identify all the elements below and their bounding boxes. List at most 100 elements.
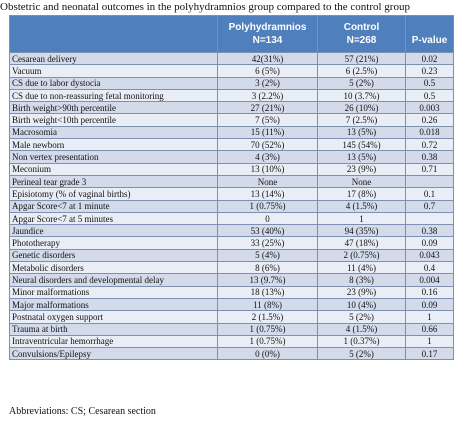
table-row: Genetic disorders 5 (4%) 2 (0.75%) 0.043 bbox=[9, 248, 454, 263]
cell-polyhydramnios: 1 (0.75%) bbox=[217, 334, 318, 349]
cell-pvalue: 0.5 bbox=[405, 88, 454, 103]
cell-control: 47 (18%) bbox=[317, 236, 406, 250]
cell-control: 13 (5%) bbox=[317, 125, 406, 140]
table-row: Phototherapy 33 (25%) 47 (18%) 0.09 bbox=[9, 236, 454, 250]
table-row: Perineal tear grade 3 None None bbox=[9, 174, 454, 189]
cell-pvalue: 0.17 bbox=[405, 347, 454, 361]
table-row: Cesarean delivery 42(31%) 57 (21%) 0.02 bbox=[9, 51, 454, 66]
table-row: Non vertex presentation 4 (3%) 13 (5%) 0.38 bbox=[9, 150, 454, 164]
table-row: Minor malformations 18 (13%) 23 (9%) 0.16 bbox=[9, 285, 454, 299]
cell-control: 57 (21%) bbox=[317, 51, 406, 66]
cell-pvalue bbox=[405, 174, 454, 189]
cell-pvalue: 0.5 bbox=[405, 76, 454, 90]
cell-outcome: Jaundice bbox=[9, 224, 218, 238]
table-row: Trauma at birth 1 (0.75%) 4 (1.5%) 0.66 bbox=[9, 322, 454, 336]
cell-control: None bbox=[317, 174, 406, 189]
table-row: Jaundice 53 (40%) 94 (35%) 0.38 bbox=[9, 224, 454, 238]
cell-control: 4 (1.5%) bbox=[317, 322, 406, 336]
cell-polyhydramnios: 0 bbox=[217, 211, 318, 226]
cell-control: 8 (3%) bbox=[317, 273, 406, 287]
cell-pvalue: 0.71 bbox=[405, 162, 454, 176]
table-row: Postnatal oxygen support 2 (1.5%) 5 (2%) 1 bbox=[9, 310, 454, 324]
header-pvalue: P-value bbox=[405, 15, 454, 53]
cell-polyhydramnios: 6 (5%) bbox=[217, 64, 318, 78]
cell-control: 1 (0.37%) bbox=[317, 334, 406, 349]
cell-pvalue: 0.4 bbox=[405, 261, 454, 275]
cell-polyhydramnios: 33 (25%) bbox=[217, 236, 318, 250]
cell-outcome: Birth weight<10th percentile bbox=[9, 113, 218, 127]
cell-outcome: Apgar Score<7 at 5 minutes bbox=[9, 211, 218, 226]
table-body: Cesarean delivery 42(31%) 57 (21%) 0.02 Vacu… bbox=[9, 51, 454, 361]
cell-control: 4 (1.5%) bbox=[317, 199, 406, 213]
cell-outcome: Genetic disorders bbox=[9, 248, 218, 263]
cell-polyhydramnios: 11 (8%) bbox=[217, 297, 318, 312]
header-polyhydramnios: Polyhydramnios N=134 bbox=[217, 15, 318, 53]
table-row: Episiotomy (% of vaginal births) 13 (14%)… bbox=[9, 187, 454, 201]
header-outcome bbox=[9, 15, 218, 53]
cell-pvalue: 0.66 bbox=[405, 322, 454, 336]
cell-control: 94 (35%) bbox=[317, 224, 406, 238]
cell-pvalue: 1 bbox=[405, 334, 454, 349]
cell-pvalue: 0.38 bbox=[405, 224, 454, 238]
cell-control: 145 (54%) bbox=[317, 138, 406, 152]
table-row: Metabolic disorders 8 (6%) 11 (4%) 0.4 bbox=[9, 261, 454, 275]
cell-pvalue: 0.004 bbox=[405, 273, 454, 287]
cell-pvalue: 0.38 bbox=[405, 150, 454, 164]
cell-pvalue: 0.26 bbox=[405, 113, 454, 127]
table-header-row: Polyhydramnios N=134 Control N=268 P-val… bbox=[9, 15, 454, 53]
table-row: Vacuum 6 (5%) 6 (2.5%) 0.23 bbox=[9, 64, 454, 78]
cell-pvalue: 0.09 bbox=[405, 297, 454, 312]
cell-polyhydramnios: 27 (21%) bbox=[217, 101, 318, 115]
cell-polyhydramnios: 42(31%) bbox=[217, 51, 318, 66]
cell-polyhydramnios: 13 (14%) bbox=[217, 187, 318, 201]
cell-control: 5 (2%) bbox=[317, 310, 406, 324]
table-row: Major malformations 11 (8%) 10 (4%) 0.09 bbox=[9, 297, 454, 312]
cell-outcome: Convulsions/Epilepsy bbox=[9, 347, 218, 361]
cell-pvalue: 0.23 bbox=[405, 64, 454, 78]
cell-outcome: Vacuum bbox=[9, 64, 218, 78]
cell-pvalue: 0.09 bbox=[405, 236, 454, 250]
cell-outcome: Perineal tear grade 3 bbox=[9, 174, 218, 189]
header-control-n: N=268 bbox=[346, 35, 377, 46]
cell-outcome: Cesarean delivery bbox=[9, 51, 218, 66]
cell-polyhydramnios: 4 (3%) bbox=[217, 150, 318, 164]
cell-polyhydramnios: 13 (10%) bbox=[217, 162, 318, 176]
cell-pvalue: 0.7 bbox=[405, 199, 454, 213]
cell-outcome: Trauma at birth bbox=[9, 322, 218, 336]
header-control: Control N=268 bbox=[317, 15, 406, 53]
cell-outcome: Postnatal oxygen support bbox=[9, 310, 218, 324]
cell-polyhydramnios: 53 (40%) bbox=[217, 224, 318, 238]
cell-outcome: Apgar Score<7 at 1 minute bbox=[9, 199, 218, 213]
cell-pvalue: 0.72 bbox=[405, 138, 454, 152]
cell-outcome: CS due to non-reassuring fetal monitorin… bbox=[9, 88, 218, 103]
table-row: CS due to labor dystocia 3 (2%) 5 (2%) 0.5 bbox=[9, 76, 454, 90]
table-row: CS due to non-reassuring fetal monitorin… bbox=[9, 88, 454, 103]
table-row: Convulsions/Epilepsy 0 (0%) 5 (2%) 0.17 bbox=[9, 347, 454, 361]
cell-pvalue: 0.043 bbox=[405, 248, 454, 263]
cell-polyhydramnios: None bbox=[217, 174, 318, 189]
cell-polyhydramnios: 7 (5%) bbox=[217, 113, 318, 127]
header-control-label: Control bbox=[343, 22, 380, 33]
cell-control: 23 (9%) bbox=[317, 285, 406, 299]
header-polyhydramnios-label: Polyhydramnios bbox=[228, 22, 307, 33]
cell-control: 10 (4%) bbox=[317, 297, 406, 312]
cell-polyhydramnios: 8 (6%) bbox=[217, 261, 318, 275]
table-row: Intraventricular hemorrhage 1 (0.75%) 1 (0… bbox=[9, 334, 454, 349]
table-row: Apgar Score<7 at 1 minute 1 (0.75%) 4 (1.5… bbox=[9, 199, 454, 213]
cell-pvalue: 0.1 bbox=[405, 187, 454, 201]
table-row: Apgar Score<7 at 5 minutes 0 1 bbox=[9, 211, 454, 226]
cell-outcome: Non vertex presentation bbox=[9, 150, 218, 164]
table-row: Male newborn 70 (52%) 145 (54%) 0.72 bbox=[9, 138, 454, 152]
cell-control: 2 (0.75%) bbox=[317, 248, 406, 263]
cell-outcome: Episiotomy (% of vaginal births) bbox=[9, 187, 218, 201]
cell-pvalue bbox=[405, 211, 454, 226]
cell-control: 5 (2%) bbox=[317, 76, 406, 90]
cell-polyhydramnios: 15 (11%) bbox=[217, 125, 318, 140]
cell-outcome: Major malformations bbox=[9, 297, 218, 312]
cell-pvalue: 0.003 bbox=[405, 101, 454, 115]
table-caption: Obstetric and neonatal outcomes in the p… bbox=[0, 1, 410, 13]
cell-control: 23 (9%) bbox=[317, 162, 406, 176]
cell-polyhydramnios: 1 (0.75%) bbox=[217, 322, 318, 336]
cell-control: 5 (2%) bbox=[317, 347, 406, 361]
cell-outcome: Macrosomia bbox=[9, 125, 218, 140]
